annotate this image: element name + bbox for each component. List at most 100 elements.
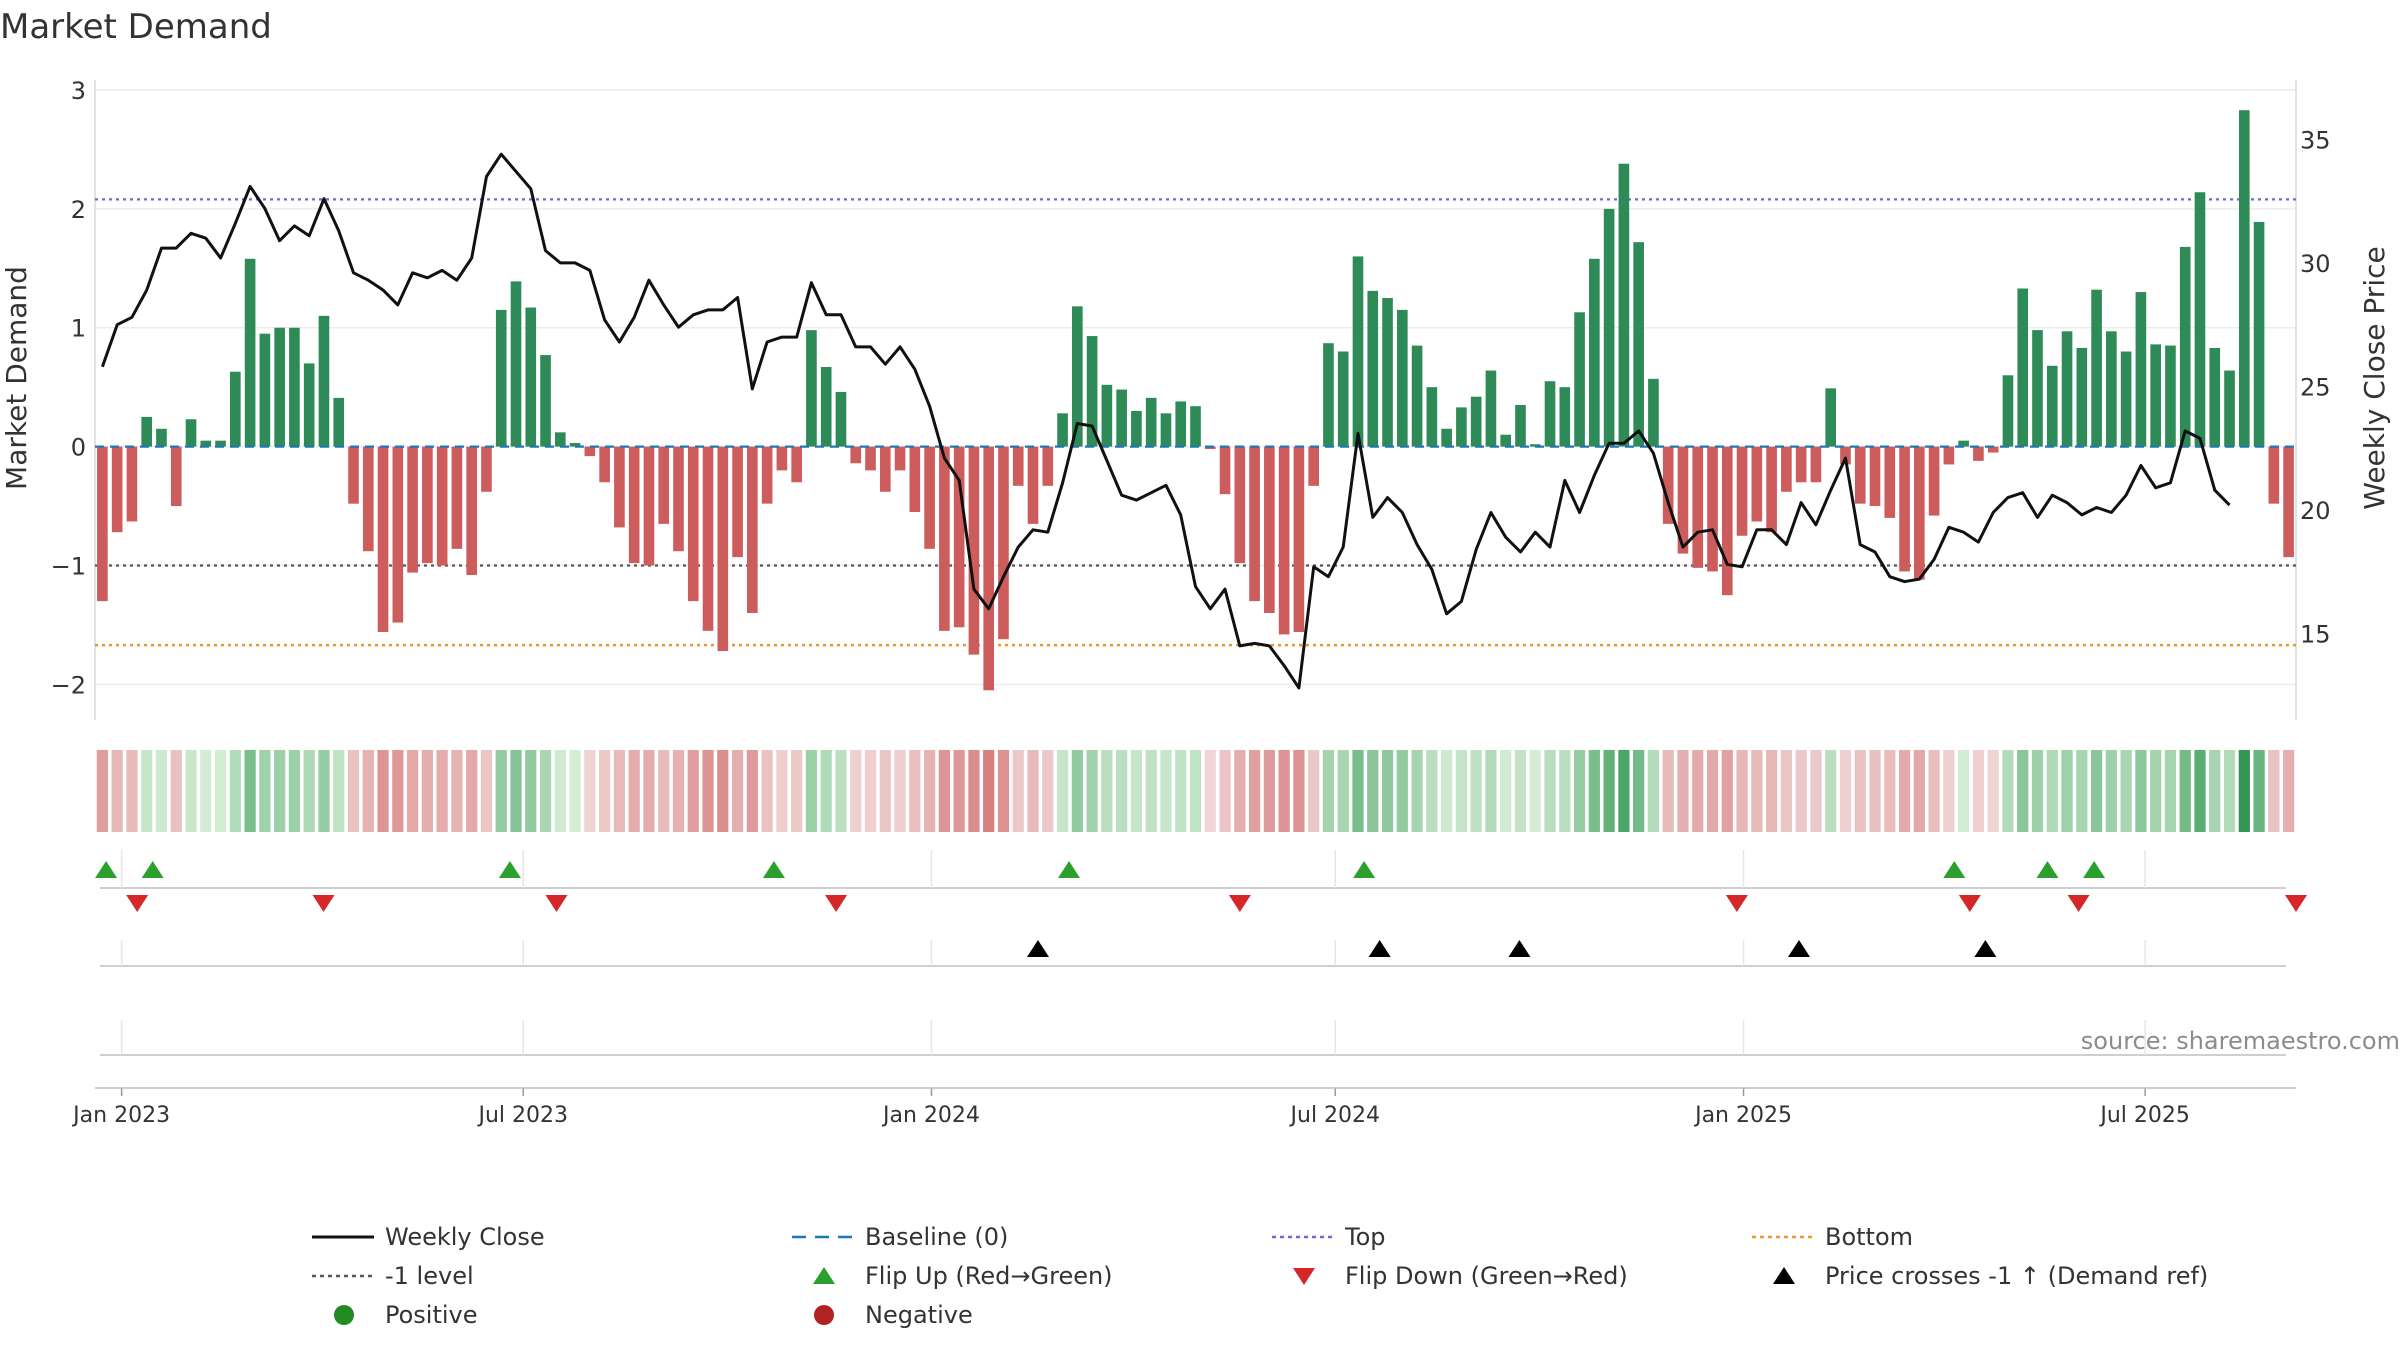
heat-strip-cell: [1278, 750, 1290, 832]
chart-title: Market Demand: [0, 7, 272, 47]
heat-strip-cell: [2017, 750, 2029, 832]
demand-bar: [156, 428, 167, 447]
heat-strip-cell: [451, 750, 463, 832]
heat-strip-cell: [347, 750, 360, 832]
demand-bar: [230, 371, 241, 447]
y2-tick-label: 15: [2300, 621, 2331, 649]
demand-bar: [1131, 410, 1142, 447]
heat-strip-cell: [377, 750, 389, 832]
y-tick-label: 3: [71, 77, 86, 105]
y2-tick-label: 20: [2300, 497, 2331, 525]
demand-bar: [2238, 110, 2250, 447]
heat-strip-cell: [362, 750, 374, 832]
demand-bar: [1116, 389, 1127, 447]
heat-strip-cell: [259, 750, 271, 832]
heat-strip-cell: [1795, 750, 1807, 832]
flip-down-marker: [1725, 895, 1748, 912]
demand-bar: [747, 446, 758, 614]
demand-bar: [2106, 331, 2117, 447]
heat-strip-cell: [2002, 750, 2014, 832]
demand-bar: [1529, 444, 1541, 447]
heat-strip-cell: [613, 750, 626, 832]
demand-bar: [1337, 351, 1349, 447]
demand-bar: [1515, 405, 1526, 447]
heat-strip-cell: [170, 750, 182, 832]
legend-label: Bottom: [1825, 1223, 1913, 1251]
heat-strip-cell: [466, 750, 478, 832]
heat-strip-cell: [1441, 750, 1453, 832]
demand-bar: [1278, 446, 1290, 635]
heat-strip-cell: [1958, 750, 1970, 832]
legend-item: Flip Up (Red→Green): [813, 1262, 1113, 1290]
heat-strip-cell: [1071, 750, 1083, 832]
x-tick-label: Jan 2023: [71, 1103, 170, 1128]
demand-bar: [1027, 446, 1039, 524]
demand-bar: [2268, 446, 2280, 504]
heat-strip-cell: [1647, 750, 1660, 832]
flip-up-marker: [2036, 861, 2059, 878]
heat-strip-cell: [2061, 750, 2073, 832]
heat-strip-cell: [761, 750, 773, 832]
heat-strip-cell: [436, 750, 448, 832]
demand-bar: [1544, 381, 1556, 447]
heat-strip-cell: [200, 750, 212, 832]
demand-bar: [1204, 446, 1216, 449]
demand-bar: [2091, 289, 2102, 447]
demand-bar: [1323, 343, 1334, 447]
heat-strip-cell: [2164, 750, 2177, 832]
heat-strip-cell: [1559, 750, 1571, 832]
demand-bar: [451, 446, 463, 549]
heat-strip-cell: [1470, 750, 1482, 832]
heat-strip-cell: [702, 750, 714, 832]
demand-bar: [259, 333, 271, 447]
demand-bar: [998, 446, 1009, 640]
heat-strip-cell: [392, 750, 404, 832]
demand-bar: [111, 446, 123, 533]
legend-item: Negative: [814, 1301, 973, 1329]
demand-bar: [1234, 446, 1246, 564]
price-cross-marker: [1368, 940, 1391, 957]
demand-bar: [702, 446, 714, 631]
flip-up-marker: [141, 861, 164, 878]
demand-bar: [658, 446, 670, 524]
heat-strip-cell: [717, 750, 729, 832]
price-cross-marker: [1026, 940, 1049, 957]
demand-bar: [2209, 347, 2221, 447]
demand-bar: [1086, 336, 1098, 447]
flip-up-marker: [2083, 861, 2106, 878]
heat-strip-cell: [1692, 750, 1704, 832]
demand-bar: [2253, 221, 2265, 447]
demand-bar: [141, 416, 153, 447]
demand-bar: [1264, 446, 1275, 614]
demand-bar: [2150, 344, 2161, 447]
demand-bar: [1101, 384, 1113, 447]
demand-bar: [1899, 446, 1910, 572]
legend-item: Positive: [334, 1301, 478, 1329]
demand-bar: [1914, 446, 1925, 580]
y-tick-label: 1: [71, 315, 86, 343]
heat-strip-cell: [1721, 750, 1733, 832]
legend-label: Price crosses -1 ↑ (Demand ref): [1825, 1262, 2208, 1290]
heat-strip-cell: [1455, 750, 1468, 832]
heat-strip-cell: [155, 750, 168, 832]
heat-strip-cell: [318, 750, 330, 832]
price-cross-marker: [1508, 940, 1531, 957]
heat-strip-cell: [1160, 750, 1172, 832]
x-tick-label: Jul 2023: [476, 1103, 568, 1128]
heat-strip-cell: [850, 750, 862, 832]
demand-bar: [968, 446, 980, 655]
demand-bar: [643, 446, 655, 566]
demand-bar: [1367, 290, 1379, 447]
heat-strip-cell: [672, 750, 685, 832]
heat-strip-cell: [333, 750, 345, 832]
demand-bar: [1603, 208, 1615, 447]
heat-strip-cell: [2179, 750, 2191, 832]
heat-strip-cell: [1308, 750, 1320, 832]
heat-strip-cell: [1943, 750, 1955, 832]
heat-strip-cell: [141, 750, 153, 832]
demand-bar: [879, 446, 891, 492]
flip-up-marker: [1058, 861, 1081, 878]
heat-strip-cell: [1884, 750, 1896, 832]
demand-bar: [2076, 347, 2088, 447]
demand-bar: [510, 281, 522, 447]
